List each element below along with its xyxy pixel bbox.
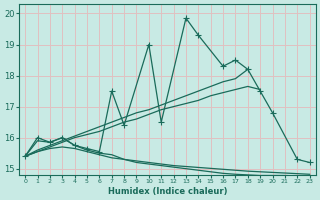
X-axis label: Humidex (Indice chaleur): Humidex (Indice chaleur) bbox=[108, 187, 227, 196]
